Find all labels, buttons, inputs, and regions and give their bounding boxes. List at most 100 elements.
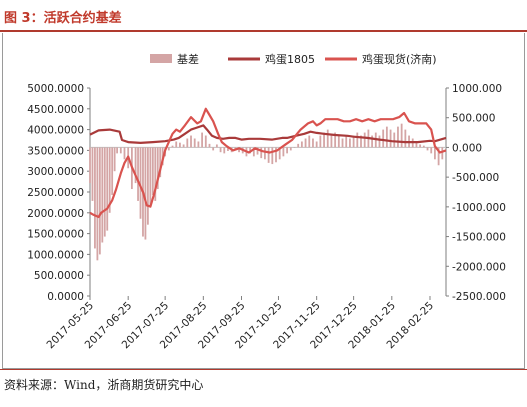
left-tick-label: 4500.0000 bbox=[27, 104, 84, 116]
basis-bar bbox=[426, 147, 429, 151]
basis-bar bbox=[252, 147, 255, 157]
basis-bar bbox=[134, 147, 137, 184]
basis-bar bbox=[264, 147, 266, 160]
left-tick-label: 2000.0000 bbox=[27, 208, 84, 220]
basis-bar bbox=[101, 147, 104, 243]
basis-bar bbox=[352, 135, 355, 148]
basis-bar bbox=[123, 147, 126, 160]
basis-bar bbox=[113, 147, 116, 172]
basis-bar bbox=[154, 147, 157, 201]
basis-bar bbox=[103, 147, 106, 237]
basis-bar bbox=[190, 135, 192, 148]
basis-bar bbox=[323, 132, 325, 148]
basis-bar bbox=[116, 147, 119, 154]
basis-bar bbox=[91, 147, 94, 201]
basis-bar bbox=[430, 147, 433, 154]
basis-bar bbox=[297, 143, 300, 148]
basis-bar bbox=[182, 144, 185, 148]
right-tick-label: 500.000 bbox=[452, 113, 495, 125]
basis-bar bbox=[437, 147, 440, 166]
basis-bar bbox=[94, 147, 96, 249]
basis-bar bbox=[308, 135, 311, 148]
basis-bar bbox=[275, 147, 277, 163]
basis-bar bbox=[204, 135, 207, 148]
left-tick-label: 500.0000 bbox=[34, 270, 84, 282]
series-line-futures-1805 bbox=[89, 124, 447, 144]
basis-bar bbox=[238, 147, 240, 153]
basis-bar bbox=[151, 147, 154, 195]
basis-bar bbox=[286, 147, 288, 154]
basis-bar bbox=[215, 144, 218, 148]
basis-bar bbox=[98, 147, 101, 255]
basis-bar bbox=[341, 138, 344, 148]
basis-bar bbox=[167, 147, 170, 151]
basis-bar bbox=[393, 132, 396, 148]
basis-bar bbox=[197, 141, 200, 148]
basis-bar bbox=[146, 147, 149, 225]
basis-bar bbox=[260, 147, 263, 159]
basis-bar bbox=[149, 147, 152, 207]
left-tick-label: 4000.0000 bbox=[27, 125, 84, 137]
right-tick-label: -1000.000 bbox=[452, 202, 506, 214]
left-tick-label: 2500.0000 bbox=[27, 187, 84, 199]
basis-bar bbox=[422, 145, 425, 148]
right-tick-label: 0.000 bbox=[452, 142, 482, 154]
chart-frame bbox=[2, 33, 525, 369]
left-tick-label: 3000.0000 bbox=[27, 166, 84, 178]
basis-bar bbox=[389, 129, 392, 148]
basis-bar bbox=[208, 143, 211, 148]
source-note: 资料来源：Wind，浙商期货研究中心 bbox=[4, 378, 204, 392]
left-tick-label: 0.0000 bbox=[47, 291, 84, 303]
basis-bar bbox=[159, 147, 162, 178]
title-rule bbox=[0, 30, 527, 32]
figure-title: 图 3：活跃合约基差 bbox=[4, 11, 122, 26]
left-tick-label: 5000.0000 bbox=[27, 83, 84, 95]
basis-bar bbox=[326, 129, 329, 148]
right-tick-label: -2000.000 bbox=[452, 261, 506, 273]
basis-bar bbox=[223, 147, 226, 154]
basis-bar bbox=[441, 147, 444, 160]
basis-bar bbox=[315, 141, 318, 148]
basis-bar bbox=[419, 144, 422, 148]
basis-bar bbox=[363, 132, 366, 148]
basis-bar bbox=[330, 135, 333, 148]
basis-bar bbox=[282, 147, 285, 157]
basis-bar bbox=[144, 147, 147, 240]
basis-bar bbox=[385, 126, 388, 148]
left-tick-label: 3500.0000 bbox=[27, 145, 84, 157]
basis-bar bbox=[293, 147, 296, 148]
basis-bar bbox=[108, 147, 111, 213]
basis-bar bbox=[371, 135, 373, 148]
basis-bar bbox=[289, 147, 292, 151]
basis-bar bbox=[397, 126, 399, 148]
basis-bar bbox=[137, 147, 139, 201]
basis-bar bbox=[382, 129, 385, 148]
basis-bar bbox=[349, 138, 351, 148]
right-tick-label: -500.000 bbox=[452, 172, 499, 184]
basis-bar bbox=[179, 142, 181, 148]
basis-bar bbox=[337, 135, 340, 148]
basis-bar bbox=[319, 135, 322, 148]
basis-bar bbox=[345, 135, 348, 148]
basis-bar bbox=[156, 147, 159, 190]
basis-bar bbox=[404, 129, 407, 148]
basis-bar bbox=[300, 141, 303, 148]
basis-bar bbox=[89, 147, 91, 184]
source-rule bbox=[0, 369, 527, 370]
basis-bar bbox=[219, 147, 222, 153]
basis-bar bbox=[212, 147, 215, 151]
basis-bar bbox=[356, 132, 359, 148]
basis-bar bbox=[256, 147, 259, 155]
basis-bar bbox=[119, 147, 122, 154]
basis-bar bbox=[106, 147, 109, 231]
right-tick-label: -2500.000 bbox=[452, 291, 506, 303]
basis-bar bbox=[139, 147, 142, 219]
basis-bar bbox=[434, 147, 436, 160]
basis-bar bbox=[415, 141, 418, 148]
basis-bar bbox=[312, 138, 314, 148]
basis-bar bbox=[378, 135, 381, 148]
right-tick-label: -1500.000 bbox=[452, 232, 506, 244]
basis-bar bbox=[271, 147, 274, 165]
legend-label-spot: 鸡蛋现货(济南) bbox=[362, 52, 437, 66]
